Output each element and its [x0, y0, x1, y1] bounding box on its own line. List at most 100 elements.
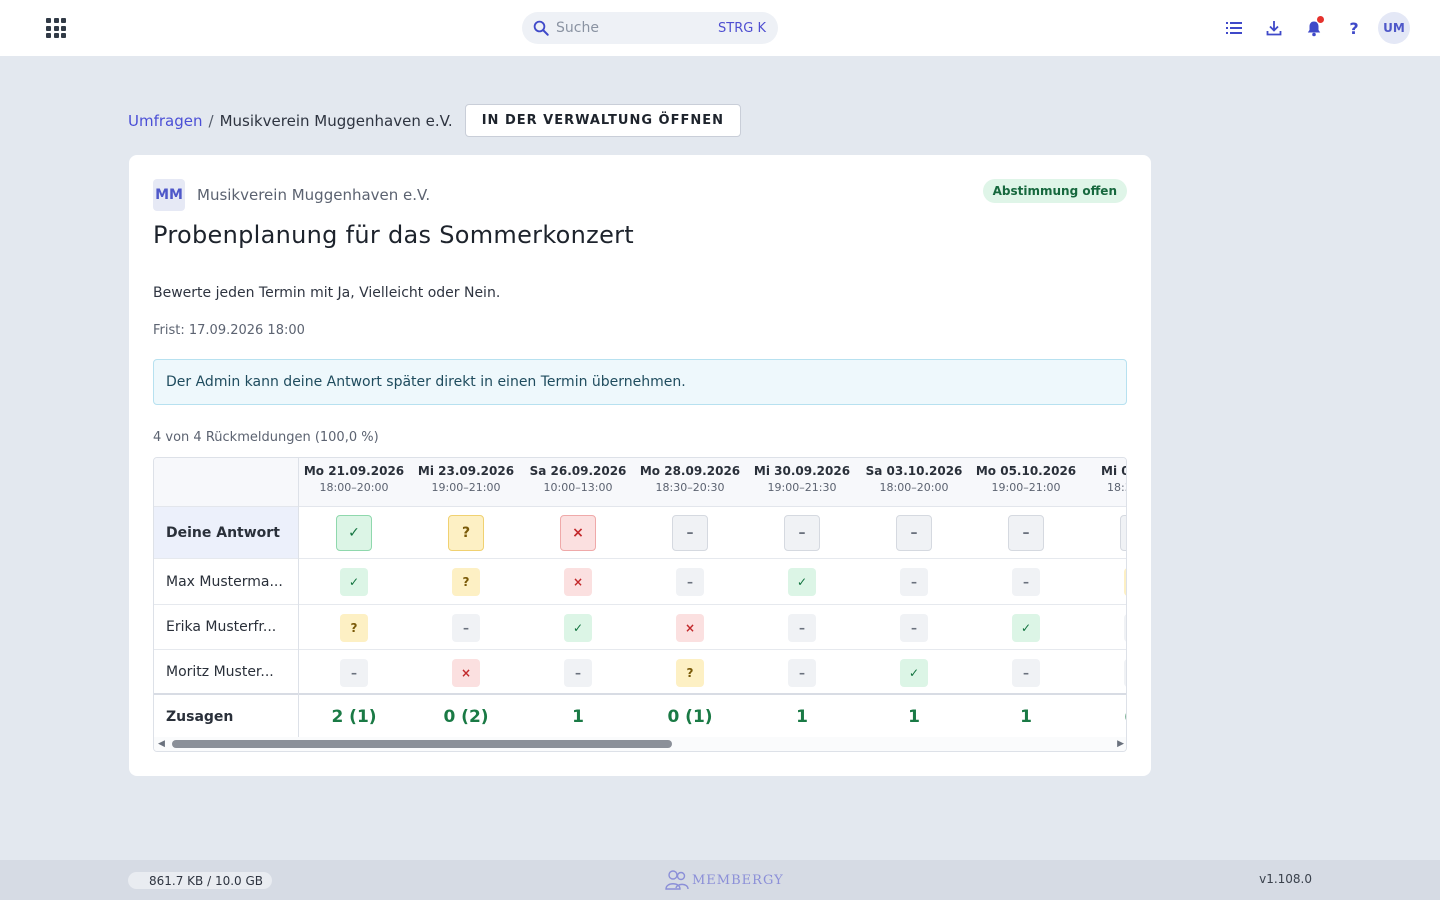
vote-cell: – [900, 568, 928, 596]
help-icon[interactable]: ? [1338, 12, 1370, 44]
info-alert: Der Admin kann deine Antwort später dire… [153, 359, 1127, 405]
vote-cell: – [1012, 659, 1040, 687]
membergy-logo-icon [665, 870, 689, 890]
date-header: Mo 28.09.2026 18:30–20:30 [634, 464, 746, 494]
vote-cell: – [788, 659, 816, 687]
brand-name: MEMBERGY [692, 872, 784, 888]
status-badge: Abstimmung offen [982, 179, 1127, 203]
date-time: 19:00–21:00 [991, 481, 1061, 494]
date-day: Mi 0 [1101, 464, 1127, 478]
list-icon[interactable] [1218, 12, 1250, 44]
brand-logo: MEMBERGY [664, 869, 784, 891]
table-row: Moritz Muster... – × – ? – ✓ – [154, 650, 1126, 695]
download-icon[interactable] [1258, 12, 1290, 44]
participant-name: Erika Musterfr... [166, 619, 277, 635]
date-day: Sa 03.10.2026 [865, 464, 963, 478]
summary-value: 1 [1020, 706, 1032, 727]
your-vote-button[interactable]: × [560, 515, 596, 551]
table-row: Erika Musterfr... ? – ✓ × – – ✓ [154, 605, 1126, 650]
app-version: v1.108.0 [1259, 872, 1312, 886]
footer: 861.7 KB / 10.0 GB MEMBERGY v1.108.0 [0, 860, 1440, 900]
your-vote-button[interactable]: ? [448, 515, 484, 551]
vote-cell: – [788, 614, 816, 642]
date-day: Sa 26.09.2026 [529, 464, 627, 478]
storage-usage: 861.7 KB / 10.0 GB [128, 872, 272, 889]
summary-value: 1 [908, 706, 920, 727]
apps-grid-icon[interactable] [44, 16, 68, 40]
vote-cell: ✓ [340, 568, 368, 596]
organization-row: MM Musikverein Muggenhaven e.V. [153, 179, 430, 211]
date-header: Mo 21.09.2026 18:00–20:00 [298, 464, 410, 494]
date-day: Mo 05.10.2026 [975, 464, 1077, 478]
breadcrumb: Umfragen / Musikverein Muggenhaven e.V. … [128, 104, 742, 137]
your-vote-button-partial[interactable] [1120, 515, 1126, 551]
date-time: 18:30–20:30 [655, 481, 725, 494]
summary-value: 1 [572, 706, 584, 727]
your-vote-button[interactable]: ✓ [336, 515, 372, 551]
date-header: Mi 23.09.2026 19:00–21:00 [410, 464, 522, 494]
vote-cell: ✓ [788, 568, 816, 596]
your-vote-button[interactable]: – [672, 515, 708, 551]
vote-cell: ✓ [900, 659, 928, 687]
date-time: 10:00–13:00 [543, 481, 613, 494]
horizontal-scrollbar[interactable]: ◀ ▶ [154, 737, 1126, 751]
notification-dot [1317, 16, 1324, 23]
your-vote-button[interactable]: – [896, 515, 932, 551]
breadcrumb-separator: / [208, 111, 214, 130]
name-column-divider [298, 458, 299, 738]
help-glyph: ? [1349, 18, 1359, 38]
vote-cell: × [676, 614, 704, 642]
your-vote-button[interactable]: – [784, 515, 820, 551]
vote-cell-partial [1124, 614, 1126, 642]
search-placeholder: Suche [556, 20, 599, 36]
vote-cell: × [564, 568, 592, 596]
top-bar: Suche STRG K ? UM [0, 0, 1440, 56]
vote-cell: ✓ [564, 614, 592, 642]
org-avatar: MM [153, 179, 185, 211]
open-in-admin-button[interactable]: IN DER VERWALTUNG ÖFFNEN [464, 104, 742, 137]
summary-label: Zusagen [166, 708, 234, 725]
summary-value: 2 (1) [331, 706, 377, 727]
participant-name: Moritz Muster... [166, 663, 274, 680]
your-answer-label: Deine Antwort [154, 507, 298, 558]
top-actions: ? UM [1210, 12, 1410, 44]
vote-cell: ✓ [1012, 614, 1040, 642]
org-name: Musikverein Muggenhaven e.V. [197, 186, 431, 204]
search-icon [533, 20, 549, 36]
vote-cell-partial [1124, 659, 1126, 687]
search-shortcut-hint: STRG K [718, 20, 766, 36]
date-time: 18:00–20:00 [319, 481, 389, 494]
scroll-right-arrow-icon[interactable]: ▶ [1117, 739, 1124, 749]
date-day: Mi 23.09.2026 [417, 464, 515, 478]
date-header: Sa 03.10.2026 18:00–20:00 [858, 464, 970, 494]
date-header-partial: Mi 0 18:3 [1082, 464, 1127, 494]
scroll-left-arrow-icon[interactable]: ◀ [158, 739, 165, 749]
date-header: Sa 26.09.2026 10:00–13:00 [522, 464, 634, 494]
poll-card: MM Musikverein Muggenhaven e.V. Abstimmu… [129, 155, 1151, 776]
breadcrumb-umfragen-link[interactable]: Umfragen [128, 111, 203, 130]
summary-value-partial: ( [1082, 695, 1126, 738]
vote-cell: × [452, 659, 480, 687]
poll-description: Bewerte jeden Termin mit Ja, Vielleicht … [153, 285, 501, 301]
date-header: Mi 30.09.2026 19:00–21:30 [746, 464, 858, 494]
table-header: Mo 21.09.2026 18:00–20:00 Mi 23.09.2026 19… [154, 458, 1127, 507]
date-time: 18:3 [1107, 481, 1126, 494]
search-input[interactable]: Suche STRG K [522, 12, 778, 44]
poll-table[interactable]: Mo 21.09.2026 18:00–20:00 Mi 23.09.2026 19… [153, 457, 1127, 752]
date-header: Mo 05.10.2026 19:00–21:00 [970, 464, 1082, 494]
breadcrumb-current: Musikverein Muggenhaven e.V. [219, 111, 453, 130]
date-time: 18:00–20:00 [879, 481, 949, 494]
scrollbar-thumb[interactable] [172, 740, 672, 748]
user-avatar[interactable]: UM [1378, 12, 1410, 44]
notification-bell-icon[interactable] [1298, 12, 1330, 44]
date-day: Mo 28.09.2026 [639, 464, 741, 478]
poll-deadline: Frist: 17.09.2026 18:00 [153, 323, 305, 338]
vote-cell: ? [340, 614, 368, 642]
date-day: Mo 21.09.2026 [303, 464, 405, 478]
your-vote-button[interactable]: – [1008, 515, 1044, 551]
date-time: 19:00–21:00 [431, 481, 501, 494]
poll-title: Probenplanung für das Sommerkonzert [153, 221, 635, 249]
date-time: 19:00–21:30 [767, 481, 837, 494]
date-day: Mi 30.09.2026 [753, 464, 851, 478]
vote-cell: – [900, 614, 928, 642]
